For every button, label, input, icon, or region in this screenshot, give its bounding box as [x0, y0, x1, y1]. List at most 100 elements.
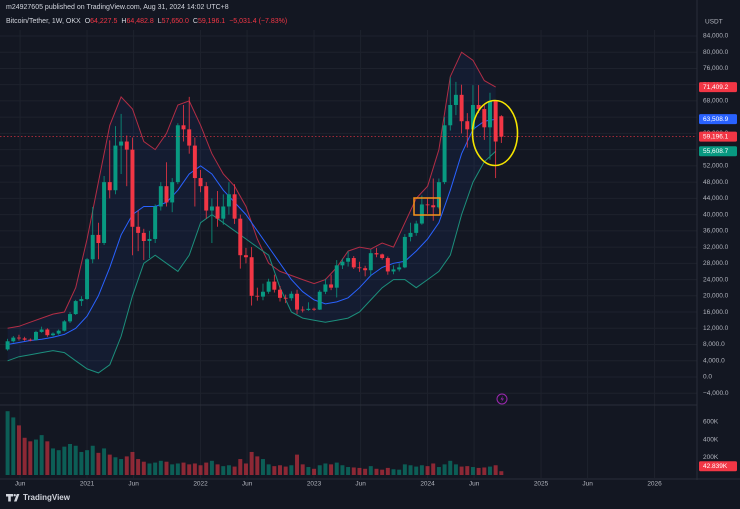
candle-body [255, 295, 260, 297]
price-tag [699, 114, 737, 125]
volume-bar [442, 464, 447, 475]
price-tag-label: 55,608.7 [703, 148, 729, 155]
ohlc-key: L [158, 18, 162, 25]
volume-bar [238, 459, 243, 475]
volume-bar [187, 464, 192, 475]
price-tag [699, 131, 737, 142]
volume-bar [153, 462, 158, 475]
candle-body [312, 308, 317, 310]
volume-bar [408, 465, 413, 475]
volume-bar [226, 465, 231, 475]
x-tick-label: Jun [15, 481, 26, 488]
candle-body [39, 329, 44, 332]
candle-body [175, 125, 180, 183]
volume-bar [283, 466, 288, 475]
y-tick-label: 76,000.0 [703, 65, 729, 72]
candle-body [130, 149, 135, 227]
candle-body [431, 205, 436, 208]
volume-bar [181, 462, 186, 475]
candle-body [459, 94, 464, 122]
candle-body [107, 182, 112, 191]
volume-bar [16, 425, 21, 475]
volume-bar [73, 445, 78, 475]
volume-bar [5, 411, 10, 475]
candle-body [340, 261, 345, 266]
candle-body [465, 121, 470, 130]
candle-body [79, 299, 84, 302]
candle-body [408, 232, 413, 237]
candle-body [476, 104, 481, 110]
price-tag [699, 82, 737, 93]
y-tick-label: 80,000.0 [703, 49, 729, 56]
candle-body [329, 284, 334, 288]
volume-bar [431, 463, 436, 475]
candle-body [51, 333, 55, 336]
volume-bar [312, 468, 317, 475]
candle-body [289, 293, 294, 299]
ohlc-key: C [193, 18, 198, 25]
price-tag-label: 59,196.1 [703, 133, 729, 140]
candle-body [323, 284, 328, 292]
volume-bar [68, 443, 73, 475]
volume-bar [124, 456, 129, 475]
volume-bar [11, 417, 16, 475]
candle-body [226, 194, 231, 207]
price-tag-label: 71,409.2 [703, 84, 729, 91]
candle-body [62, 321, 67, 331]
candle-body [136, 226, 141, 233]
candle-body [249, 257, 254, 296]
volume-bar [260, 459, 265, 475]
y-tick-label: −4,000.0 [703, 390, 729, 397]
price-tag-label: 42.839K [703, 463, 728, 470]
candle-body [238, 218, 243, 256]
x-tick-label: Jun [469, 481, 480, 488]
candle-body [56, 330, 61, 334]
candle-body [453, 94, 458, 105]
volume-bar [334, 462, 339, 475]
volume-bar [221, 466, 226, 475]
volume-bar [363, 468, 368, 475]
volume-bar [448, 460, 453, 475]
volume-bar [357, 467, 362, 475]
candle-body [351, 258, 356, 268]
candle-body [164, 186, 169, 203]
price-tag [699, 146, 737, 157]
candle-body [374, 253, 379, 255]
volume-bar [391, 469, 396, 475]
x-tick-label: Jun [128, 481, 139, 488]
x-tick-label: 2023 [307, 481, 322, 488]
volume-bar [465, 466, 470, 475]
volume-bar [459, 466, 464, 475]
volume-bar [289, 465, 294, 475]
symbol-name: Bitcoin/Tether, 1W, OKX [6, 18, 81, 25]
candle-body [90, 234, 95, 260]
volume-bar [397, 469, 402, 475]
volume-bar [45, 441, 50, 475]
candle-body [391, 269, 396, 272]
volume-bar [102, 448, 107, 475]
x-tick-label: 2026 [647, 481, 662, 488]
candle-body [33, 331, 38, 341]
y-tick-label: 48,000.0 [703, 179, 729, 186]
ohlc-key: H [121, 18, 126, 25]
x-tick-label: 2021 [80, 481, 95, 488]
volume-bar [56, 450, 61, 475]
volume-bar [470, 467, 475, 475]
candle-body [346, 258, 351, 262]
candle-body [260, 291, 265, 297]
candle-body [487, 100, 492, 128]
volume-bar [51, 448, 55, 475]
candle-body [119, 141, 124, 146]
volume-bar [419, 465, 424, 475]
candle-body [493, 100, 498, 142]
event-icon[interactable] [496, 393, 508, 405]
candle-body [266, 281, 271, 292]
x-tick-label: 2024 [420, 481, 435, 488]
candle-body [158, 186, 163, 207]
volume-bar [340, 465, 345, 475]
candle-body [357, 267, 362, 269]
candle-body [368, 253, 373, 271]
volume-bar [164, 461, 169, 475]
candle-body [198, 178, 203, 187]
